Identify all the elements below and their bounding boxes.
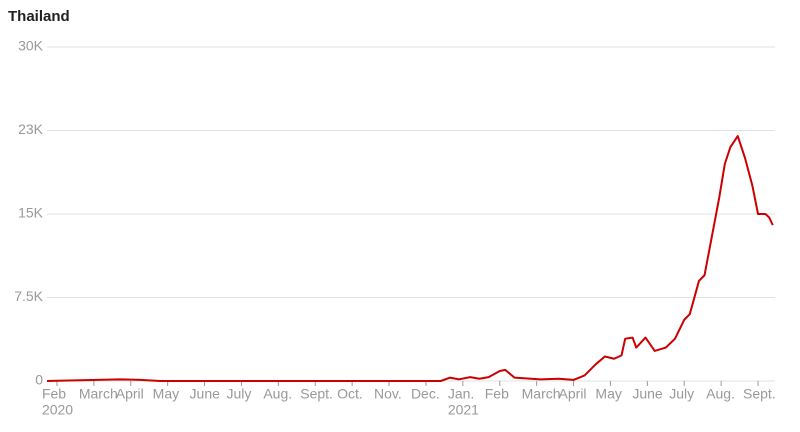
x-tick-label: Feb [485, 386, 509, 402]
x-tick-label: July [669, 386, 694, 402]
x-tick-label: Dec. [411, 386, 440, 402]
year-label: 2020 [42, 402, 73, 418]
x-tick-label: Aug. [263, 386, 292, 402]
x-tick-label: April [116, 386, 144, 402]
x-tick-label: Nov. [374, 386, 402, 402]
x-tick-label: Sept. [300, 386, 333, 402]
x-tick-label: March [79, 386, 118, 402]
year-label: 2021 [448, 402, 479, 418]
x-tick-label: June [190, 386, 221, 402]
y-tick-label: 7.5K [14, 288, 43, 304]
line-series [46, 135, 774, 382]
x-tick-label: Jan. [448, 386, 474, 402]
x-tick-label: Oct. [337, 386, 363, 402]
x-tick-label: May [153, 386, 179, 402]
y-tick-label: 0 [35, 372, 43, 388]
y-tick-label: 23K [18, 121, 44, 137]
x-tick-label: March [522, 386, 561, 402]
x-tick-label: Sept. [743, 386, 776, 402]
x-tick-label: April [559, 386, 587, 402]
x-tick-label: July [226, 386, 251, 402]
x-tick-label: Feb [42, 386, 66, 402]
y-tick-label: 15K [18, 205, 44, 221]
x-tick-label: May [595, 386, 621, 402]
x-tick-label: Aug. [706, 386, 735, 402]
chart-title: Thailand [8, 8, 70, 25]
x-tick-label: June [632, 386, 663, 402]
y-tick-label: 30K [18, 38, 44, 54]
